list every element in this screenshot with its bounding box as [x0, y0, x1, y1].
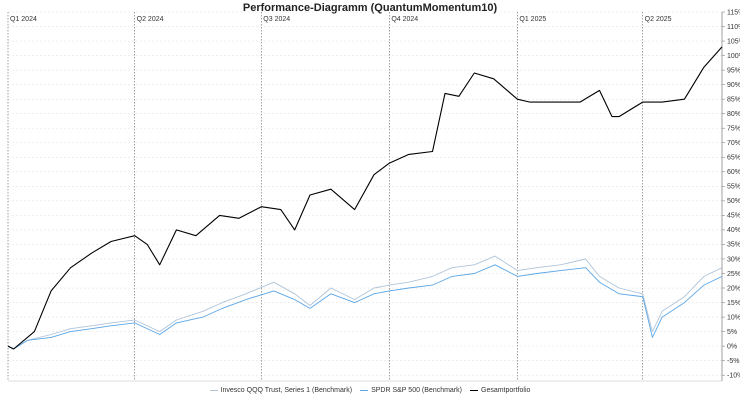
legend-swatch [209, 390, 218, 391]
y-tick-label: 80% [727, 111, 740, 118]
y-tick-label: 75% [727, 126, 740, 133]
quarter-label: Q4 2024 [391, 16, 418, 23]
y-tick-label: 70% [727, 140, 740, 147]
legend-label: Invesco QQQ Trust, Series 1 (Benchmark) [220, 387, 353, 394]
legend: Invesco QQQ Trust, Series 1 (Benchmark) S… [0, 387, 740, 394]
y-tick-label: 105% [727, 38, 740, 45]
y-axis: -10% -5% 0% 5% 10% 15% 20% 25% 30% 35% 40% 45% 50% 55… [8, 9, 740, 382]
grid-lines [8, 11, 722, 376]
chart-title: Performance-Diagramm (QuantumMomentum10) [242, 2, 498, 14]
y-tick-label: 20% [727, 285, 740, 292]
y-tick-label: 35% [727, 242, 740, 249]
y-tick-label: 0% [727, 343, 737, 350]
quarter-label: Q1 2024 [10, 16, 37, 23]
legend-item[interactable]: SPDR S&P 500 (Benchmark) [360, 387, 462, 394]
y-tick-label: 115% [727, 9, 740, 16]
quarter-label: Q1 2025 [519, 16, 546, 23]
y-tick-label: 90% [727, 82, 740, 89]
y-tick-label: 15% [727, 300, 740, 307]
y-tick-label: 60% [727, 169, 740, 176]
quarter-label: Q3 2024 [263, 16, 290, 23]
y-tick-label: 100% [727, 53, 740, 60]
y-tick-label: 55% [727, 184, 740, 191]
y-tick-label: 5% [727, 329, 737, 336]
series-line [7, 46, 723, 350]
legend-swatch [470, 390, 478, 391]
y-tick-label: 65% [727, 155, 740, 162]
y-tick-label: 40% [727, 227, 740, 234]
y-tick-label: 85% [727, 96, 740, 103]
legend-item[interactable]: Gesamtportfolio [470, 387, 530, 394]
y-tick-label: 50% [727, 198, 740, 205]
y-tick-label: 30% [727, 256, 740, 263]
y-tick-label: 45% [727, 213, 740, 220]
legend-item[interactable]: Invesco QQQ Trust, Series 1 (Benchmark) [209, 387, 353, 394]
y-tick-label: 25% [727, 271, 740, 278]
legend-swatch [360, 390, 369, 391]
quarter-label: Q2 2024 [137, 16, 164, 23]
y-tick-label: 95% [727, 67, 740, 74]
y-tick-label: -5% [727, 358, 739, 365]
y-tick-label: 10% [727, 314, 740, 321]
legend-label: Gesamtportfolio [481, 387, 531, 394]
series-lines [7, 46, 723, 350]
y-tick-label: 110% [727, 24, 740, 31]
series-line [7, 264, 723, 350]
legend-label: SPDR S&P 500 (Benchmark) [371, 387, 462, 394]
y-tick-label: -10% [727, 372, 740, 379]
series-line [7, 255, 723, 350]
quarter-label: Q2 2025 [645, 16, 672, 23]
quarter-markers: Q1 2024 Q2 2024 Q3 2024 Q4 2024 Q1 2025 Q2 20… [7, 12, 672, 381]
